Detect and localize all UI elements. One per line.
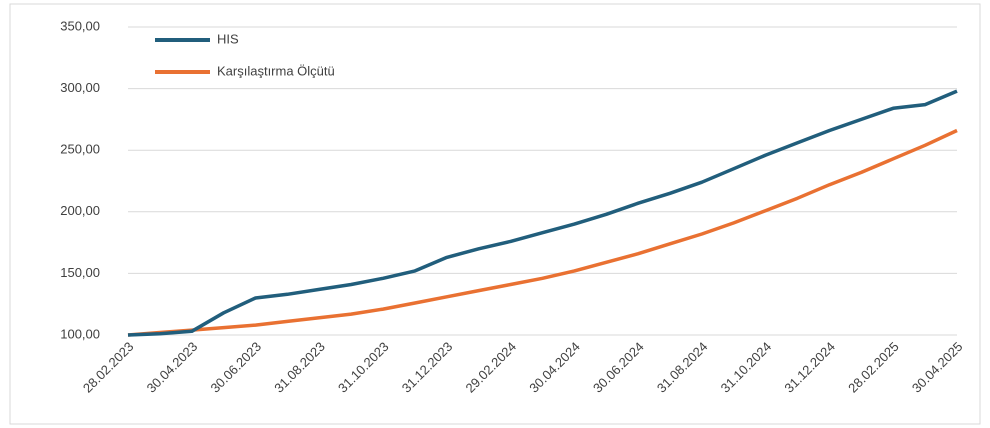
y-tick-label: 200,00 — [60, 203, 100, 218]
y-tick-label: 300,00 — [60, 80, 100, 95]
legend-label: Karşılaştırma Ölçütü — [217, 63, 335, 78]
y-tick-label: 250,00 — [60, 142, 100, 157]
y-tick-label: 350,00 — [60, 18, 100, 33]
series-line — [127, 128, 958, 337]
series-line — [127, 89, 958, 337]
legend-label: HIS — [217, 31, 239, 46]
y-tick-label: 150,00 — [60, 265, 100, 280]
y-tick-label: 100,00 — [60, 326, 100, 341]
